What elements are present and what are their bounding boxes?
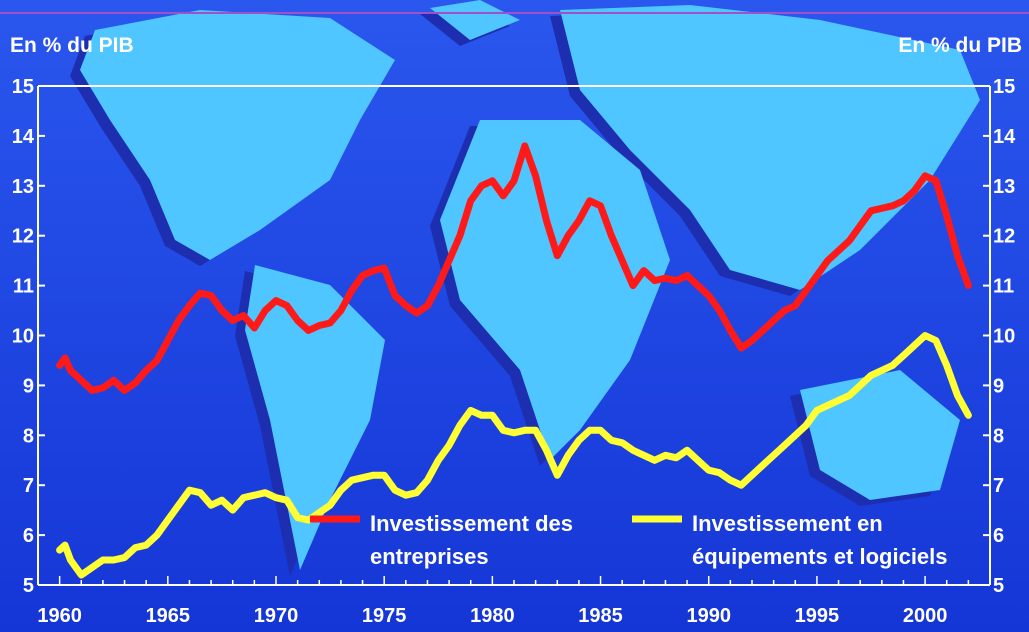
y-tick-label-right: 14 — [993, 126, 1016, 148]
y-tick-label-left: 15 — [12, 76, 34, 98]
x-tick-label: 1975 — [362, 605, 407, 627]
y-axis-unit-left: En % du PIB — [10, 34, 134, 57]
x-tick-label: 1995 — [795, 605, 840, 627]
y-tick-label-right: 10 — [993, 326, 1015, 348]
x-tick-label: 1985 — [578, 605, 623, 627]
map-land-5 — [430, 0, 520, 40]
legend: Investissement des entreprises Investissem… — [310, 511, 948, 569]
legend-label-1-line-1: équipements et logiciels — [692, 544, 948, 569]
series-lines — [56, 142, 972, 579]
y-tick-label-left: 12 — [12, 226, 34, 248]
x-tick-label: 1960 — [37, 605, 82, 627]
x-tick-label: 2000 — [903, 605, 948, 627]
y-tick-label-right: 13 — [993, 176, 1015, 198]
y-tick-label-left: 14 — [12, 126, 35, 148]
y-tick-label-left: 6 — [23, 525, 34, 547]
y-tick-label-right: 6 — [993, 525, 1004, 547]
y-tick-label-right: 7 — [993, 475, 1004, 497]
x-tick-label: 1980 — [470, 605, 515, 627]
map-land-2 — [560, 5, 980, 290]
series-line-0 — [56, 142, 972, 394]
legend-label-1-line-0: Investissement en — [692, 511, 883, 536]
series-line-1 — [56, 332, 972, 579]
y-tick-label-left: 9 — [23, 375, 34, 397]
y-tick-label-left: 7 — [23, 475, 34, 497]
y-tick-label-left: 8 — [23, 425, 34, 447]
axes: 5 5 6 6 7 7 8 8 9 9 10 10 11 11 12 12 13 13 14 14 15 15 1960 19… — [0, 12, 1029, 627]
y-tick-label-right: 11 — [993, 276, 1014, 298]
x-tick-label: 1970 — [254, 605, 299, 627]
y-tick-label-left: 5 — [23, 575, 34, 597]
legend-label-0-line-0: Investissement des — [370, 511, 573, 536]
y-tick-label-right: 9 — [993, 375, 1004, 397]
y-tick-label-left: 13 — [12, 176, 34, 198]
y-tick-label-right: 8 — [993, 425, 1004, 447]
x-tick-label: 1990 — [686, 605, 731, 627]
map-land-0 — [80, 10, 395, 260]
y-tick-label-right: 12 — [993, 226, 1015, 248]
map-land-3 — [440, 120, 670, 460]
y-tick-label-left: 10 — [12, 326, 34, 348]
legend-label-0-line-1: entreprises — [370, 544, 489, 569]
y-tick-label-right: 5 — [993, 575, 1004, 597]
x-tick-label: 1965 — [146, 605, 191, 627]
map-land-1 — [245, 265, 385, 570]
y-tick-label-right: 15 — [993, 76, 1015, 98]
y-axis-unit-right: En % du PIB — [898, 34, 1022, 57]
world-map-background — [70, 0, 980, 576]
y-tick-label-left: 11 — [13, 276, 34, 298]
